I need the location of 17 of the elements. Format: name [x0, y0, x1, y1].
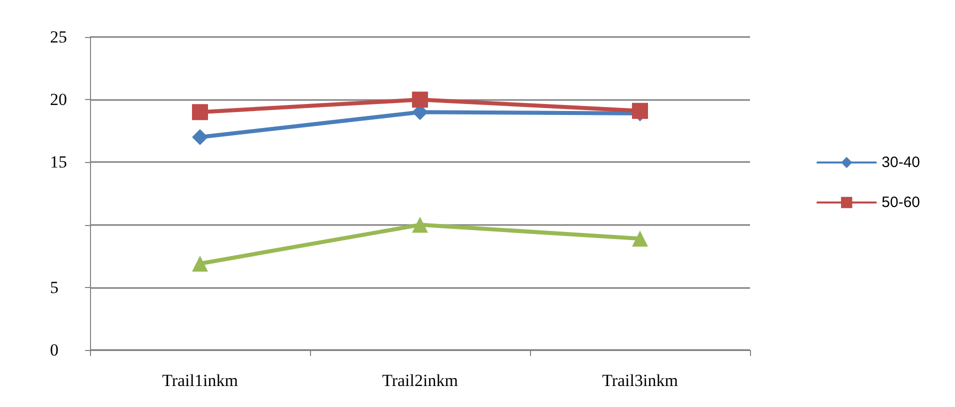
y-tick-label: 20: [50, 90, 67, 110]
legend-label: 50-60: [882, 194, 920, 211]
point: [412, 92, 428, 108]
point: [192, 104, 208, 120]
y-tick-label: 0: [50, 340, 58, 360]
y-tick-label: 15: [50, 152, 67, 172]
point: [412, 216, 428, 233]
x-tick-label: Trail2inkm: [382, 371, 458, 390]
point: [632, 102, 648, 119]
y-tick-label: 5: [50, 278, 58, 297]
point: [632, 230, 648, 247]
y-tick-label: 25: [50, 28, 67, 46]
point: [192, 256, 208, 272]
x-tick-label: Trail1inkm: [162, 371, 238, 390]
x-tick-label: Trail3inkm: [602, 371, 678, 390]
point: [192, 129, 208, 146]
legend-label: 30-40: [882, 154, 920, 171]
